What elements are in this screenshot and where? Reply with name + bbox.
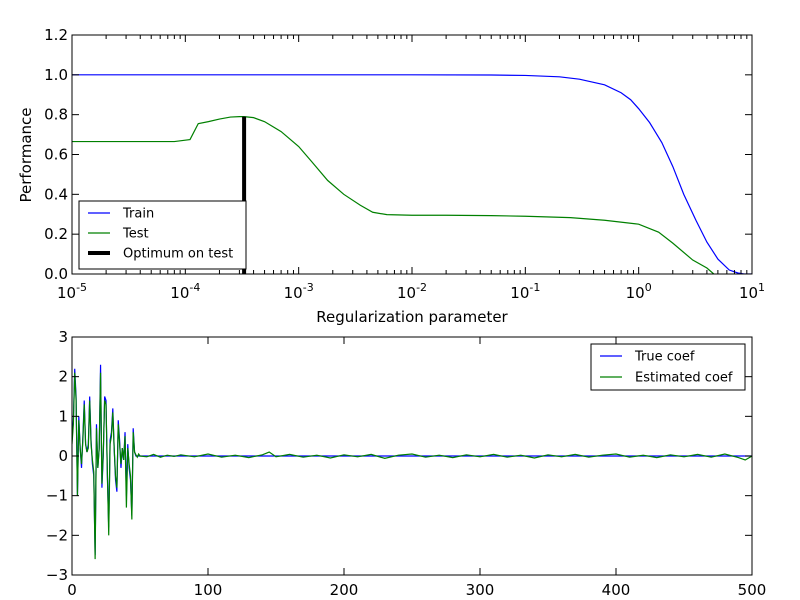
y-tick-label: 1.2 bbox=[44, 26, 68, 44]
legend-box bbox=[78, 200, 247, 270]
x-tick-label: 0 bbox=[67, 581, 77, 599]
legend-label: True coef bbox=[634, 350, 695, 365]
y-tick-label: 2 bbox=[58, 368, 68, 386]
y-tick-label: −3 bbox=[46, 566, 68, 584]
series-line-test bbox=[72, 116, 715, 274]
x-tick-label: 400 bbox=[602, 581, 631, 599]
x-tick-label: 10-4 bbox=[170, 281, 200, 302]
y-tick-label: −1 bbox=[46, 487, 68, 505]
x-tick-label: 200 bbox=[330, 581, 359, 599]
legend-label: Test bbox=[122, 227, 149, 242]
series-line-train bbox=[72, 74, 752, 274]
legend-label: Estimated coef bbox=[635, 371, 733, 386]
performance-ylabel: Performance bbox=[17, 107, 35, 202]
y-tick-label: 3 bbox=[58, 328, 68, 346]
y-tick-label: 0.2 bbox=[44, 225, 68, 243]
legend-label: Train bbox=[122, 207, 154, 222]
y-tick-label: 0.8 bbox=[44, 106, 68, 124]
y-tick-label: 0.0 bbox=[44, 265, 68, 283]
x-tick-label: 10-5 bbox=[57, 281, 87, 302]
x-tick-label: 100 bbox=[626, 281, 652, 302]
y-tick-label: −2 bbox=[46, 526, 68, 544]
x-tick-label: 10-1 bbox=[510, 281, 540, 302]
coefficients-legend: True coef Estimated coef bbox=[590, 343, 746, 391]
performance-legend: Train Test Optimum on test bbox=[78, 200, 247, 270]
legend-label: Optimum on test bbox=[123, 247, 233, 262]
series-line-estimated-coef bbox=[72, 372, 752, 560]
x-tick-label: 10-2 bbox=[397, 281, 427, 302]
y-tick-label: 0.6 bbox=[44, 146, 68, 164]
x-tick-label: 500 bbox=[738, 581, 767, 599]
x-tick-label: 10-3 bbox=[284, 281, 314, 302]
x-tick-label: 101 bbox=[739, 281, 765, 302]
coefficients-ticks: 0 100 200 300 400 500 −3 −2 −1 0 1 2 3 bbox=[46, 328, 766, 599]
coefficients-lines bbox=[72, 364, 752, 560]
legend-box bbox=[590, 343, 746, 391]
y-tick-label: 1.0 bbox=[44, 66, 68, 84]
y-tick-label: 0 bbox=[58, 447, 68, 465]
x-tick-label: 300 bbox=[466, 581, 495, 599]
performance-ticks: 10-5 10-4 10-3 10-2 10-1 100 101 0.0 0.2 0.4 0.6 0.… bbox=[44, 26, 765, 302]
y-tick-label: 1 bbox=[58, 407, 68, 425]
y-tick-label: 0.4 bbox=[44, 185, 68, 203]
x-tick-label: 100 bbox=[194, 581, 223, 599]
coefficients-chart: 0 100 200 300 400 500 −3 −2 −1 0 1 2 3 True coef Esti… bbox=[46, 328, 766, 599]
performance-xlabel: Regularization parameter bbox=[316, 308, 508, 326]
series-line-true-coef bbox=[72, 364, 752, 556]
performance-chart: 10-5 10-4 10-3 10-2 10-1 100 101 0.0 0.2 0.4 0.6 0.… bbox=[17, 26, 765, 326]
